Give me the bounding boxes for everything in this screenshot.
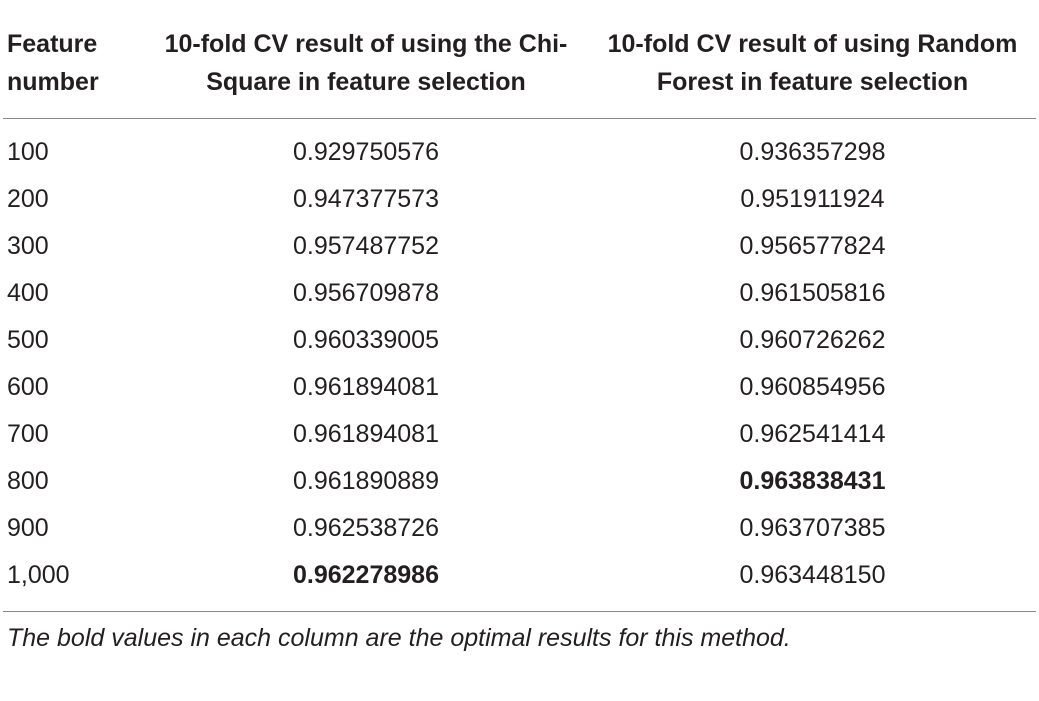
cell-chi-square-result: 0.947377573	[293, 185, 439, 213]
cell-feature-number: 400	[7, 279, 49, 307]
table-row: 500 0.960339005 0.960726262	[3, 317, 1036, 364]
cell-random-forest-result: 0.961505816	[739, 279, 886, 307]
cell-chi-square-result: 0.956709878	[293, 279, 439, 307]
cv-results-table: Feature number 10-fold CV result of usin…	[3, 0, 1036, 611]
table-row: 1,000 0.962278986 0.963448150	[3, 552, 1036, 611]
results-table-container: Feature number 10-fold CV result of usin…	[3, 0, 1036, 653]
table-row: 200 0.947377573 0.951911924	[3, 176, 1036, 223]
cell-chi-square-result: 0.962538726	[293, 514, 439, 542]
cell-chi-square-result: 0.961894081	[293, 420, 439, 448]
cell-chi-square-result: 0.960339005	[293, 326, 439, 354]
cell-chi-square-result: 0.961894081	[293, 373, 439, 401]
cell-random-forest-result: 0.963707385	[739, 514, 886, 542]
cell-random-forest-result: 0.960726262	[739, 326, 886, 354]
table-row: 100 0.929750576 0.936357298	[3, 119, 1036, 177]
cell-chi-square-result: 0.929750576	[293, 138, 439, 166]
cell-random-forest-result: 0.956577824	[739, 232, 886, 260]
cell-feature-number: 900	[7, 514, 49, 542]
cell-feature-number: 800	[7, 467, 49, 495]
table-row: 600 0.961894081 0.960854956	[3, 364, 1036, 411]
cell-feature-number: 300	[7, 232, 49, 260]
table-row: 700 0.961894081 0.962541414	[3, 411, 1036, 458]
table-row: 400 0.956709878 0.961505816	[3, 270, 1036, 317]
cell-feature-number: 1,000	[7, 561, 70, 589]
header-row: Feature number 10-fold CV result of usin…	[3, 0, 1036, 119]
cell-random-forest-result: 0.960854956	[739, 373, 886, 401]
cell-chi-square-result: 0.957487752	[293, 232, 439, 260]
cell-feature-number: 500	[7, 326, 49, 354]
table-row: 800 0.961890889 0.963838431	[3, 458, 1036, 505]
header-feature-number: Feature number	[3, 0, 143, 119]
cell-random-forest-result: 0.963448150	[739, 561, 886, 589]
table-header: Feature number 10-fold CV result of usin…	[3, 0, 1036, 119]
header-chi-square-result: 10-fold CV result of using the Chi-Squar…	[143, 0, 589, 119]
cell-feature-number: 200	[7, 185, 49, 213]
cell-random-forest-result: 0.951911924	[740, 185, 885, 213]
cell-random-forest-result: 0.962541414	[739, 420, 886, 448]
cell-feature-number: 700	[7, 420, 49, 448]
cell-random-forest-result: 0.963838431	[739, 467, 886, 495]
cell-random-forest-result: 0.936357298	[739, 138, 886, 166]
table-footnote: The bold values in each column are the o…	[3, 611, 1036, 653]
cell-feature-number: 100	[7, 138, 49, 166]
cell-chi-square-result: 0.961890889	[293, 467, 439, 495]
table-row: 300 0.957487752 0.956577824	[3, 223, 1036, 270]
header-random-forest-result: 10-fold CV result of using Random Forest…	[589, 0, 1036, 119]
cell-chi-square-result: 0.962278986	[293, 561, 439, 589]
cell-feature-number: 600	[7, 373, 49, 401]
table-row: 900 0.962538726 0.963707385	[3, 505, 1036, 552]
table-body: 100 0.929750576 0.936357298 200 0.947377573 0…	[3, 119, 1036, 612]
